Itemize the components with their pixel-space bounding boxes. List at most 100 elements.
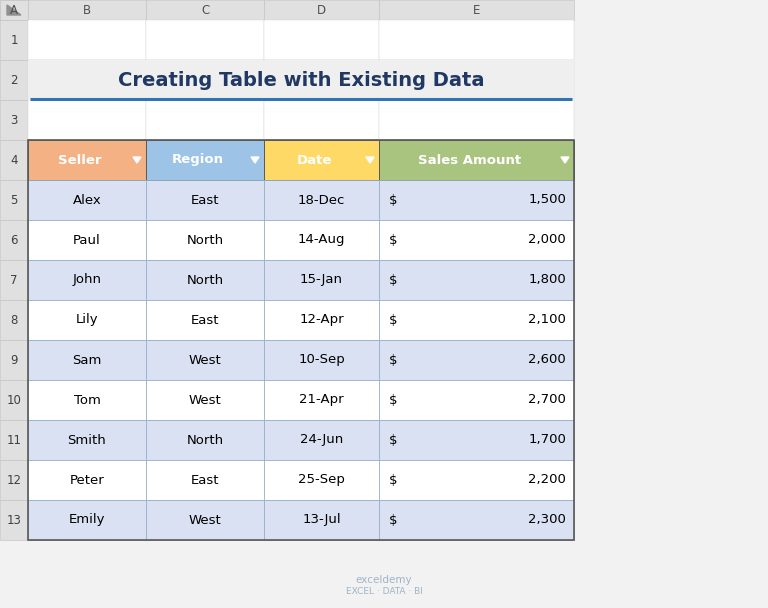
Bar xyxy=(379,140,574,180)
Bar xyxy=(146,60,264,100)
Text: North: North xyxy=(187,233,223,246)
Bar xyxy=(264,300,379,340)
Text: Alex: Alex xyxy=(73,193,101,207)
Bar xyxy=(28,300,146,340)
Text: 1: 1 xyxy=(10,33,18,46)
Bar xyxy=(264,60,379,100)
Bar xyxy=(264,180,379,220)
Text: $: $ xyxy=(389,393,398,407)
Bar xyxy=(379,380,574,420)
Text: 2,000: 2,000 xyxy=(528,233,566,246)
Polygon shape xyxy=(561,157,569,163)
Text: 14-Aug: 14-Aug xyxy=(298,233,346,246)
Bar xyxy=(379,180,574,220)
Bar xyxy=(264,180,379,220)
Bar xyxy=(379,260,574,300)
Bar xyxy=(146,340,264,380)
Bar xyxy=(264,220,379,260)
Text: 10: 10 xyxy=(7,393,22,407)
Text: 2,300: 2,300 xyxy=(528,514,566,527)
Bar xyxy=(264,420,379,460)
Bar xyxy=(379,140,574,180)
Polygon shape xyxy=(133,157,141,163)
Bar xyxy=(379,420,574,460)
Text: Date: Date xyxy=(296,153,333,167)
Bar xyxy=(264,460,379,500)
Text: B: B xyxy=(83,4,91,16)
Text: C: C xyxy=(201,4,209,16)
Text: 12: 12 xyxy=(6,474,22,486)
Bar xyxy=(28,60,574,100)
Bar xyxy=(146,140,264,180)
Bar xyxy=(28,60,146,100)
Bar xyxy=(28,140,146,180)
Text: North: North xyxy=(187,274,223,286)
Bar xyxy=(28,460,146,500)
Bar xyxy=(264,260,379,300)
Bar xyxy=(28,20,146,60)
Bar xyxy=(0,180,28,220)
Text: Creating Table with Existing Data: Creating Table with Existing Data xyxy=(118,71,485,89)
Text: $: $ xyxy=(389,314,398,326)
Text: Tom: Tom xyxy=(74,393,101,407)
Bar xyxy=(379,460,574,500)
Bar xyxy=(264,500,379,540)
Bar xyxy=(0,140,28,180)
Bar xyxy=(28,340,146,380)
Bar xyxy=(264,220,379,260)
Text: North: North xyxy=(187,434,223,446)
Text: Emily: Emily xyxy=(69,514,105,527)
Text: 9: 9 xyxy=(10,353,18,367)
Bar xyxy=(264,300,379,340)
Bar xyxy=(264,380,379,420)
Bar xyxy=(146,220,264,260)
Bar xyxy=(28,0,146,20)
Bar xyxy=(264,20,379,60)
Text: $: $ xyxy=(389,434,398,446)
Bar xyxy=(28,420,146,460)
Bar xyxy=(146,460,264,500)
Bar xyxy=(146,340,264,380)
Text: 25-Sep: 25-Sep xyxy=(298,474,345,486)
Text: 2: 2 xyxy=(10,74,18,86)
Bar xyxy=(146,380,264,420)
Bar xyxy=(0,220,28,260)
Text: exceldemy: exceldemy xyxy=(356,575,412,585)
Text: $: $ xyxy=(389,474,398,486)
Text: Sales Amount: Sales Amount xyxy=(418,153,521,167)
Bar xyxy=(146,460,264,500)
Bar xyxy=(146,380,264,420)
Text: 2,200: 2,200 xyxy=(528,474,566,486)
Bar xyxy=(28,300,146,340)
Text: 6: 6 xyxy=(10,233,18,246)
Bar xyxy=(0,300,28,340)
Bar xyxy=(28,340,146,380)
Bar xyxy=(0,0,28,20)
Text: EXCEL · DATA · BI: EXCEL · DATA · BI xyxy=(346,587,422,596)
Text: 12-Apr: 12-Apr xyxy=(300,314,344,326)
Bar xyxy=(0,100,28,140)
Bar xyxy=(28,180,146,220)
Text: 11: 11 xyxy=(6,434,22,446)
Text: East: East xyxy=(190,474,219,486)
Polygon shape xyxy=(7,5,21,15)
Bar xyxy=(146,180,264,220)
Text: East: East xyxy=(190,314,219,326)
Bar xyxy=(379,380,574,420)
Text: 8: 8 xyxy=(10,314,18,326)
Bar xyxy=(0,380,28,420)
Text: 10-Sep: 10-Sep xyxy=(298,353,345,367)
Bar xyxy=(28,140,146,180)
Text: West: West xyxy=(189,514,221,527)
Text: Paul: Paul xyxy=(73,233,101,246)
Bar xyxy=(379,0,574,20)
Text: 4: 4 xyxy=(10,153,18,167)
Bar xyxy=(379,220,574,260)
Bar xyxy=(0,500,28,540)
Bar xyxy=(264,0,379,20)
Bar xyxy=(0,20,28,60)
Bar xyxy=(28,500,146,540)
Bar xyxy=(0,60,28,100)
Bar xyxy=(379,340,574,380)
Bar xyxy=(264,460,379,500)
